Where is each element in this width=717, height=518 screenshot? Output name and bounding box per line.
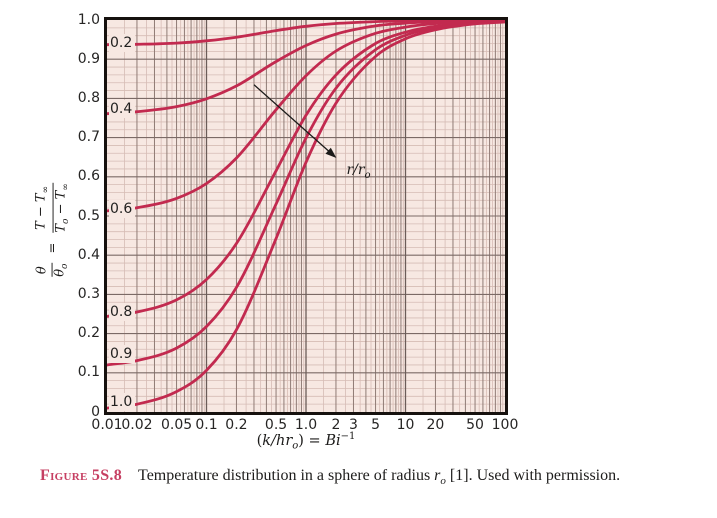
curve-family-label: r/ro [346,162,371,181]
curve-label: 1.0 [109,392,136,411]
x-tick-label: 0.5 [264,417,288,433]
x-tick-label: 1.0 [294,417,318,433]
caption-text: Temperature distribution in a sphere of … [138,467,435,484]
y-tick-label: 0.1 [77,364,100,381]
x-axis-label: (k/hro) = Bi−1 [256,431,356,452]
x-tick-label: 2 [331,417,341,433]
x-tick-label: 10 [396,417,415,433]
x-tick-label: 0.2 [225,417,248,433]
x-tick-label: 5 [371,417,381,433]
x-tick-label: 0.1 [195,417,218,433]
curve-label: 0.9 [109,344,136,363]
x-tick-label: 0.05 [160,417,193,433]
plot-canvas [107,20,505,412]
x-tick-label: 100 [491,417,519,433]
figure-caption: Figure 5S.8 Temperature distribution in a… [40,467,621,488]
curve-0.9 [107,20,505,367]
x-tick-label: 0.02 [121,417,153,433]
y-tick-label: 0.9 [77,50,100,67]
y-tick-label: 0.7 [77,129,100,146]
curve-0.6 [107,20,505,213]
curve-0.8 [107,20,505,318]
x-tick-label: 3 [349,417,358,433]
figure-number: Figure 5S.8 [40,467,123,484]
x-tick-label: 50 [466,417,484,433]
x-tick-label: 0.01 [91,417,123,433]
curve-label: 0.4 [109,100,136,119]
x-tick-label: 20 [426,417,445,433]
arrow-line [253,84,331,154]
curve-label: 0.8 [109,303,136,322]
y-tick-label: 1.0 [77,11,100,28]
y-tick-label: 0.5 [77,207,100,224]
curve-1.0 [107,20,505,410]
y-tick-label: 0.2 [77,325,100,342]
plot-area [104,17,508,415]
curve-label: 0.2 [109,33,136,52]
y-axis-label: θ θo = T − T∞ To − T∞ [34,180,72,280]
curve-0.4 [107,20,505,116]
y-tick-label: 0 [91,403,100,420]
curve-label: 0.6 [109,200,136,219]
y-tick-label: 0.6 [77,168,100,185]
arrow-head [325,147,337,158]
y-tick-label: 0.3 [77,285,100,302]
y-label-lhs-numerator: θ [35,263,53,278]
y-tick-label: 0.8 [77,89,100,106]
y-tick-label: 0.4 [77,246,100,263]
